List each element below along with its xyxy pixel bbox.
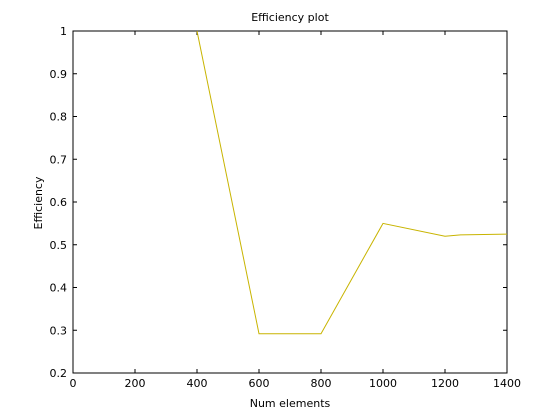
- x-tick-label: 600: [249, 377, 270, 390]
- x-tick-label: 1400: [493, 377, 521, 390]
- x-tick-label: 1000: [369, 377, 397, 390]
- plot-area-frame: [73, 31, 507, 373]
- y-tick-label: 0.2: [50, 367, 68, 380]
- x-tick-label: 1200: [431, 377, 459, 390]
- tick-marks: [73, 31, 507, 373]
- x-tick-label: 200: [125, 377, 146, 390]
- x-tick-label: 400: [187, 377, 208, 390]
- y-tick-label: 0.6: [50, 196, 68, 209]
- y-tick-label: 0.4: [50, 282, 68, 295]
- x-axis-label: Num elements: [250, 397, 331, 410]
- x-tick-label: 800: [311, 377, 332, 390]
- y-tick-label: 1: [60, 25, 67, 38]
- chart-title: Efficiency plot: [251, 11, 329, 24]
- y-tick-label: 0.9: [50, 68, 68, 81]
- y-axis-label: Efficiency: [32, 176, 45, 229]
- y-tick-labels: 0.2 0.3 0.4 0.5 0.6 0.7 0.8 0.9 1: [50, 25, 68, 380]
- y-tick-label: 0.7: [50, 153, 68, 166]
- series-line: [197, 31, 507, 334]
- x-tick-label: 0: [70, 377, 77, 390]
- y-tick-label: 0.8: [50, 111, 68, 124]
- y-tick-label: 0.3: [50, 324, 68, 337]
- y-tick-label: 0.5: [50, 239, 68, 252]
- series-lines: [197, 31, 507, 334]
- x-tick-labels: 0 200 400 600 800 1000 1200 1400: [70, 377, 522, 390]
